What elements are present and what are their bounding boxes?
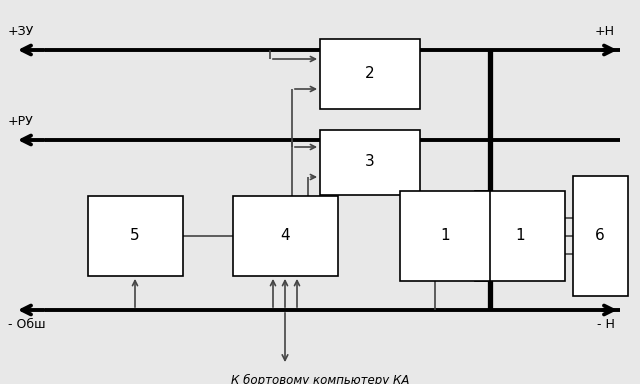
Text: 6: 6 bbox=[595, 228, 605, 243]
Text: - Н: - Н bbox=[597, 318, 615, 331]
Text: 3: 3 bbox=[365, 154, 375, 169]
Text: 2: 2 bbox=[365, 66, 375, 81]
Text: 5: 5 bbox=[130, 228, 140, 243]
Text: +ЗУ: +ЗУ bbox=[8, 25, 35, 38]
Text: +Н: +Н bbox=[595, 25, 615, 38]
Text: 4: 4 bbox=[280, 228, 290, 243]
Text: +РУ: +РУ bbox=[8, 115, 34, 128]
Bar bbox=[573, 176, 627, 296]
Bar bbox=[320, 129, 420, 195]
Text: 1: 1 bbox=[440, 228, 450, 243]
Bar bbox=[400, 191, 490, 281]
Bar bbox=[88, 196, 182, 276]
Bar bbox=[232, 196, 337, 276]
Bar bbox=[320, 39, 420, 109]
Bar bbox=[475, 191, 565, 281]
Text: К бортовому компьютеру КА: К бортовому компьютеру КА bbox=[231, 374, 409, 384]
Text: - Обш: - Обш bbox=[8, 318, 45, 331]
Text: 1: 1 bbox=[515, 228, 525, 243]
